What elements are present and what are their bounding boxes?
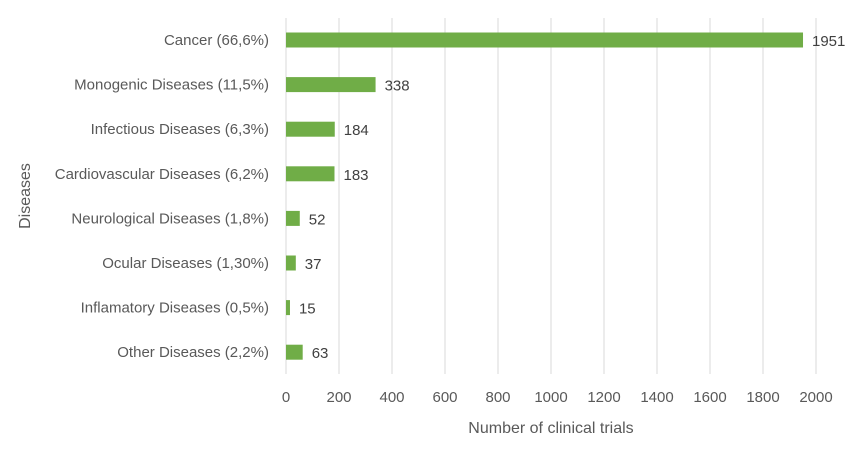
bars xyxy=(286,32,804,360)
value-label: 37 xyxy=(305,256,322,273)
bar xyxy=(286,77,376,93)
value-label: 52 xyxy=(309,211,326,228)
value-label: 338 xyxy=(385,78,410,95)
value-label: 183 xyxy=(343,167,368,184)
bar xyxy=(286,210,300,226)
x-tick-label: 1000 xyxy=(534,389,567,406)
bar xyxy=(286,344,303,360)
value-label: 184 xyxy=(344,122,369,139)
x-tick-label: 1200 xyxy=(587,389,620,406)
x-tick-label: 600 xyxy=(432,389,457,406)
category-label: Ocular Diseases (1,30%) xyxy=(102,255,269,272)
category-label: Neurological Diseases (1,8%) xyxy=(71,210,269,227)
x-tick-label: 2000 xyxy=(799,389,832,406)
value-label: 63 xyxy=(312,345,329,362)
x-axis-ticks: 0 200 400 600 800 1000 1200 1400 1600 1800 2000 xyxy=(282,389,833,406)
category-label: Cardiovascular Diseases (6,2%) xyxy=(55,166,269,183)
x-tick-label: 200 xyxy=(326,389,351,406)
bar xyxy=(286,166,335,182)
x-tick-label: 800 xyxy=(485,389,510,406)
x-tick-label: 400 xyxy=(379,389,404,406)
category-labels: Cancer (66,6%) Monogenic Diseases (11,5%)… xyxy=(55,32,269,361)
bar xyxy=(286,121,335,137)
x-tick-label: 1600 xyxy=(693,389,726,406)
bar xyxy=(286,255,296,271)
value-label: 1951 xyxy=(812,33,845,50)
category-label: Other Diseases (2,2%) xyxy=(117,344,269,361)
bar xyxy=(286,32,804,48)
category-label: Infectious Diseases (6,3%) xyxy=(91,121,269,138)
x-tick-label: 1400 xyxy=(640,389,673,406)
grid-lines xyxy=(285,18,817,374)
category-label: Monogenic Diseases (11,5%) xyxy=(74,77,269,94)
bar xyxy=(286,300,290,316)
y-axis-title: Diseases xyxy=(17,163,34,229)
value-label: 15 xyxy=(299,301,316,318)
category-label: Inflamatory Diseases (0,5%) xyxy=(81,300,269,317)
x-tick-label: 1800 xyxy=(746,389,779,406)
value-labels: 1951 338 184 183 52 37 15 63 xyxy=(299,33,845,362)
x-axis-title: Number of clinical trials xyxy=(468,420,633,437)
category-label: Cancer (66,6%) xyxy=(164,32,269,49)
x-tick-label: 0 xyxy=(282,389,290,406)
